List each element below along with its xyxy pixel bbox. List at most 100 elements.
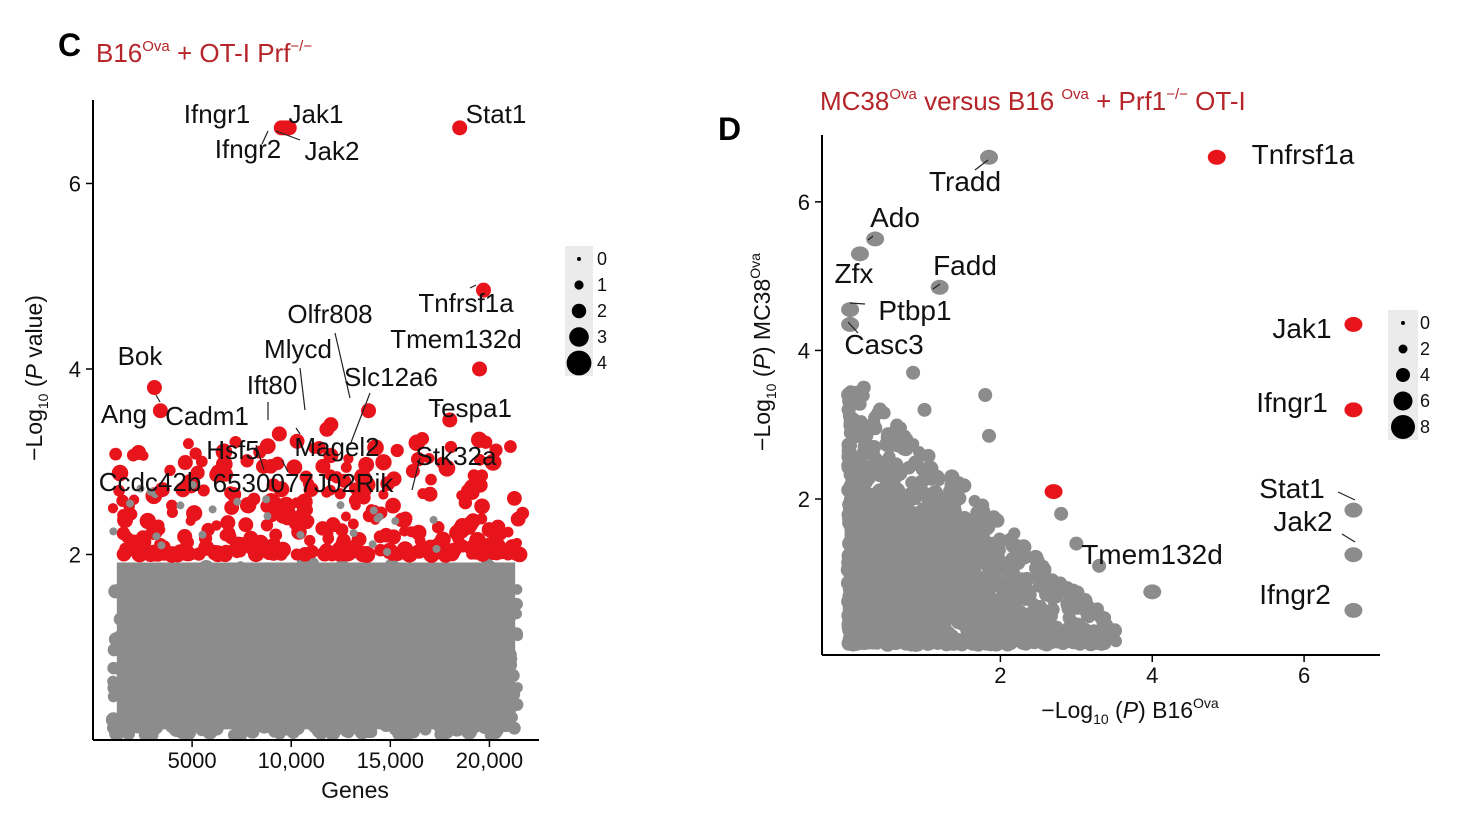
background-point — [136, 484, 145, 493]
background-point — [866, 415, 881, 430]
background-point — [111, 583, 126, 598]
background-point — [321, 687, 337, 703]
background-point — [962, 592, 976, 606]
significant-point — [149, 545, 167, 562]
significant-point — [431, 521, 445, 534]
labeled-point-jak1 — [1344, 316, 1363, 332]
gene-label-ccdc42b: Ccdc42b — [99, 467, 202, 497]
significant-point — [290, 436, 304, 449]
background-point — [398, 671, 410, 682]
background-point — [306, 600, 319, 614]
background-point — [433, 673, 445, 685]
background-point — [140, 692, 155, 706]
panel-c-letter: C — [58, 27, 81, 63]
significant-point — [359, 476, 376, 493]
labeled-point-6530077j02rik — [303, 482, 319, 498]
gene-label-tnfrsf1a: Tnfrsf1a — [418, 288, 514, 318]
panel-d-y-axis-label: −Log10 (P) MC38Ova — [747, 253, 779, 451]
background-point — [433, 719, 445, 731]
background-point — [1092, 558, 1107, 573]
background-point — [1015, 539, 1032, 556]
legend-size-label: 1 — [597, 275, 607, 295]
background-point — [341, 617, 352, 629]
significant-point — [315, 521, 330, 536]
background-point — [864, 446, 880, 462]
significant-point — [304, 534, 316, 547]
leader-ptbp1 — [849, 302, 866, 305]
background-point — [296, 530, 305, 539]
significant-point — [211, 520, 222, 531]
background-point — [349, 528, 358, 537]
background-point — [359, 641, 372, 654]
background-point — [170, 619, 182, 631]
background-point — [170, 685, 185, 700]
background-point — [358, 591, 372, 605]
background-point — [375, 512, 384, 521]
background-point — [258, 608, 273, 622]
significant-point — [260, 519, 274, 532]
significant-point — [438, 459, 456, 477]
legend-size-label: 4 — [597, 353, 607, 373]
significant-point — [467, 476, 483, 492]
significant-point — [113, 484, 125, 497]
leader-ado — [867, 235, 874, 241]
significant-point — [192, 547, 206, 561]
gene-label-ang: Ang — [101, 399, 147, 429]
background-point — [383, 547, 392, 556]
background-point — [174, 596, 187, 609]
background-point — [478, 589, 493, 605]
labeled-point-magel2 — [315, 458, 331, 474]
labeled-point-tnfrsf1a — [1207, 149, 1226, 165]
significant-point — [231, 547, 242, 559]
significant-point — [378, 489, 389, 500]
background-point — [510, 698, 524, 712]
leader-olfr808 — [334, 332, 351, 399]
background-point — [502, 659, 514, 671]
background-point — [453, 685, 466, 698]
background-point — [358, 610, 371, 624]
labeled-point-cadm1 — [152, 403, 168, 419]
background-point — [423, 577, 434, 589]
significant-point — [490, 519, 506, 535]
background-point — [157, 595, 168, 607]
gene-label-cadm1: Cadm1 — [165, 401, 249, 431]
leader-stat1 — [1337, 491, 1356, 501]
significant-point — [489, 443, 503, 457]
background-point — [281, 723, 294, 736]
leader-mlycd — [299, 367, 306, 411]
background-point — [161, 647, 172, 658]
background-point — [511, 584, 523, 595]
gene-label-jak2: Jak2 — [1273, 506, 1332, 537]
background-point — [188, 480, 197, 489]
background-point — [219, 713, 233, 727]
legend-size-label: 4 — [1420, 365, 1430, 385]
significant-point — [185, 515, 196, 526]
background-point — [371, 578, 388, 595]
significant-point — [334, 488, 346, 500]
gene-label-magel2: Magel2 — [294, 432, 379, 462]
background-point — [222, 664, 237, 679]
background-point — [466, 644, 482, 661]
background-point — [950, 479, 964, 493]
background-point — [190, 590, 203, 604]
panel-c-x-axis-label: Genes — [321, 777, 389, 803]
background-point — [298, 638, 310, 650]
significant-point — [367, 439, 384, 456]
background-point — [387, 711, 399, 723]
x-tick-label: 2 — [994, 663, 1006, 688]
background-point — [368, 540, 377, 549]
background-point — [990, 606, 1005, 621]
significant-point — [323, 447, 339, 464]
y-tick-label: 4 — [798, 338, 810, 363]
labeled-point-tmem132d — [472, 361, 488, 377]
background-point — [185, 678, 199, 692]
background-point — [182, 717, 193, 728]
labeled-point-ifngr1 — [1344, 402, 1363, 418]
labeled-point-jak2 — [1344, 547, 1363, 563]
significant-point — [476, 513, 488, 525]
background-point — [1001, 594, 1016, 609]
labeled-point-mlycd — [319, 421, 335, 437]
